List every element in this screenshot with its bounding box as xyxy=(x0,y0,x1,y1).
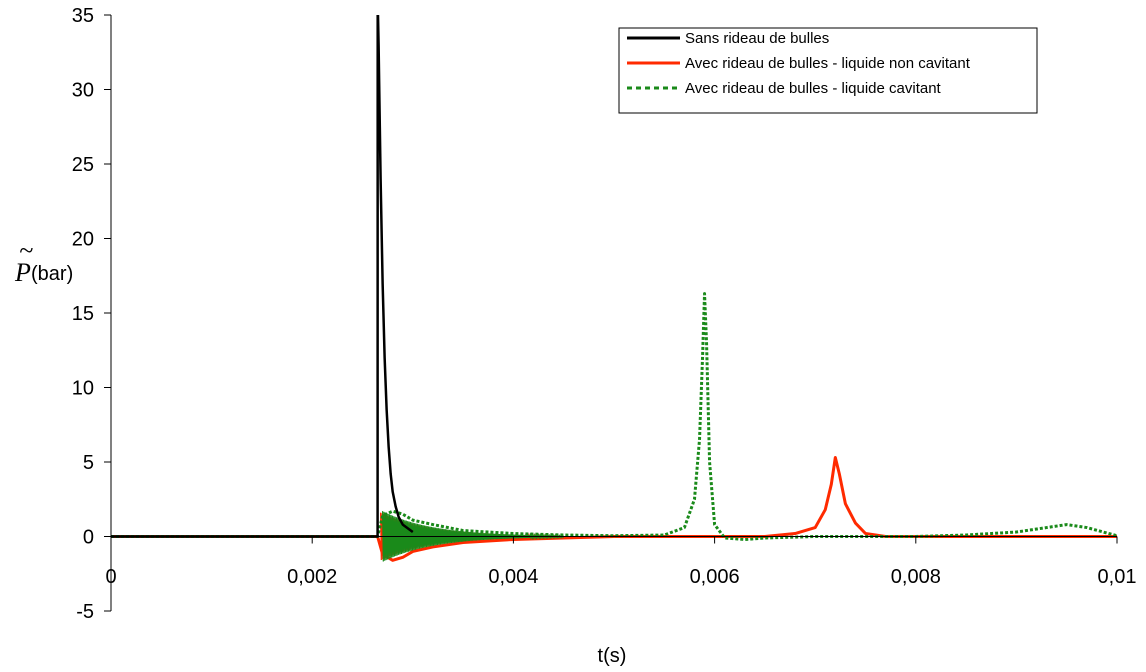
x-tick-label: 0,006 xyxy=(690,566,740,588)
x-tick-label: 0,008 xyxy=(891,566,941,588)
axes xyxy=(104,14,1118,612)
x-tick-label: 0 xyxy=(105,566,116,588)
y-tick-label: 20 xyxy=(72,229,94,251)
legend-label-2: Avec rideau de bulles - liquide non cavi… xyxy=(685,55,971,72)
x-tick-label: 0,01 xyxy=(1098,566,1137,588)
series-line-3 xyxy=(111,292,1117,541)
y-axis-title: ~ P (bar) xyxy=(14,236,73,287)
y-tick-label: 30 xyxy=(72,80,94,102)
x-tick-label: 0,004 xyxy=(488,566,538,588)
y-tick-label: 10 xyxy=(72,378,94,400)
x-tick-label: 0,002 xyxy=(287,566,337,588)
series-line-2 xyxy=(111,456,1117,562)
y-tick-label: -5 xyxy=(76,601,94,623)
y-axis-symbol: P xyxy=(14,258,31,287)
legend: Sans rideau de bulles Avec rideau de bull… xyxy=(618,27,1038,114)
y-axis-accent: ~ xyxy=(19,236,33,265)
x-axis-title: t(s) xyxy=(598,645,627,667)
legend-items: Sans rideau de bulles Avec rideau de bull… xyxy=(627,30,971,97)
legend-label-1: Sans rideau de bulles xyxy=(685,30,829,47)
tick-labels: -5 0 5 10 15 20 25 30 35 0 0,002 0,004 0,006 0,008 0,0… xyxy=(72,5,1137,623)
y-tick-label: 0 xyxy=(83,527,94,549)
y-axis-unit: (bar) xyxy=(31,263,73,285)
y-tick-label: 15 xyxy=(72,303,94,325)
legend-label-3: Avec rideau de bulles - liquide cavitant xyxy=(685,80,942,97)
legend-box xyxy=(618,27,1038,114)
y-tick-label: 5 xyxy=(83,452,94,474)
series-line-1 xyxy=(111,15,414,538)
y-tick-label: 35 xyxy=(72,5,94,27)
y-tick-label: 25 xyxy=(72,154,94,176)
